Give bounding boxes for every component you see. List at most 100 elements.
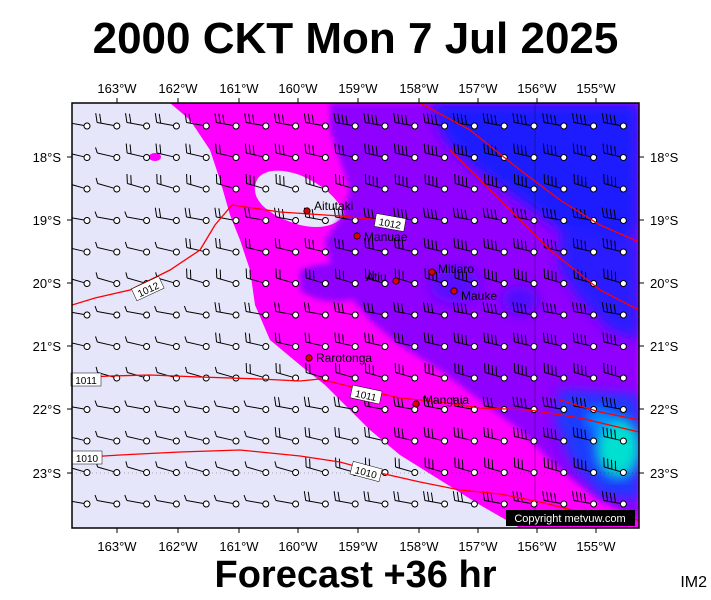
svg-text:Aitutaki: Aitutaki [314,199,353,213]
wind-barb [305,173,329,193]
wind-barb [184,207,210,224]
wind-barb [334,238,359,256]
wind-barb [394,457,419,476]
wind-barb [274,207,300,224]
wind-barb [363,113,389,130]
wind-barb [72,216,91,224]
wind-barb [303,113,329,130]
place-markers: Aitutaki Manuae Atiu Mitiaro Mauke Rarot… [303,199,497,408]
place-manuae: Manuae [353,230,408,244]
wind-barb [305,268,329,287]
wind-barb [513,332,538,350]
wind-barb [454,362,478,382]
wind-barb [154,430,180,445]
wind-barb [183,400,210,413]
wind-barb [95,241,121,256]
wind-barb [72,405,91,413]
wind-barb [215,238,240,256]
wind-barb [393,332,419,350]
wind-barb [95,336,121,350]
wind-barb [424,268,449,287]
wind-barb [214,430,240,445]
wind-barb [213,400,240,413]
wind-barb [424,362,449,382]
wind-barb [72,466,91,476]
wind-barb [454,173,478,193]
wind-zone-blue-spot-2 [502,286,538,314]
wind-barb [244,238,270,256]
page-title: 2000 CKT Mon 7 Jul 2025 [92,14,619,63]
wind-barb [244,430,270,445]
wind-barbs [72,113,627,508]
wind-barb [482,491,508,508]
wind-barb [394,268,419,287]
wind-barb [184,430,210,445]
isobar-1011-northeast [449,149,639,311]
wind-barb [573,457,598,476]
wind-barb [274,238,300,256]
wind-barb [304,143,329,161]
wind-barb [95,430,121,445]
place-mangaia: Mangaia [412,393,469,408]
wind-barb [214,461,240,476]
wind-barb [482,207,508,224]
wind-zone-calm-pocket [254,170,345,228]
wind-barb [72,341,91,350]
wind-barb [183,305,210,319]
svg-text:Mitiaro: Mitiaro [438,262,474,276]
wind-barb [125,113,151,130]
wind-barb [603,268,627,287]
wind-barb [305,457,329,476]
wind-barb [364,427,389,445]
wind-zone-blue-spot [430,267,480,303]
wind-barb [155,461,180,476]
svg-text:Mangaia: Mangaia [423,393,469,407]
svg-text:156°W: 156°W [517,81,557,96]
axis-ticks [67,98,644,533]
wind-barb [543,362,568,382]
wind-barb [572,113,598,130]
wind-barb [543,173,568,193]
wind-zone-blue-east [560,230,639,340]
isobar-label: 1012 [378,217,402,232]
wind-barb [424,173,449,193]
svg-text:Mauke: Mauke [461,289,497,303]
wind-barb [95,147,121,161]
svg-text:18°S: 18°S [650,150,679,165]
wind-barb [423,302,449,319]
wind-barb [184,366,210,382]
wind-barb [333,396,359,413]
wind-barb [423,113,449,130]
wind-barb [125,461,151,476]
wind-barb [484,457,508,476]
svg-text:Atiu: Atiu [366,270,387,284]
svg-text:157°W: 157°W [458,539,498,554]
wind-barb [95,177,121,193]
wind-barb [454,457,478,476]
wind-barb [364,332,389,350]
wind-barb [94,211,121,224]
svg-text:160°W: 160°W [278,539,318,554]
wind-barb [542,143,568,161]
wind-barb [601,113,627,130]
wind-barb [364,268,389,287]
wind-barb [72,122,91,130]
svg-text:22°S: 22°S [650,402,679,417]
svg-text:158°W: 158°W [399,81,439,96]
wind-barb [364,143,389,161]
wind-barb [154,336,180,350]
wind-barb [72,311,91,319]
svg-text:163°W: 163°W [97,81,137,96]
wind-barb [601,491,627,508]
wind-barb [363,491,389,508]
svg-text:161°W: 161°W [219,81,259,96]
place-aitutaki: Aitutaki [303,199,353,215]
wind-barb [72,183,91,193]
wind-zone-cyan [596,418,639,478]
copyright-text: Copyright metvuw.com [514,513,625,525]
wind-barb [393,302,419,319]
wind-barb [423,427,449,445]
wind-barb [156,173,180,193]
wind-barb [364,362,389,382]
wind-barb [603,457,627,476]
